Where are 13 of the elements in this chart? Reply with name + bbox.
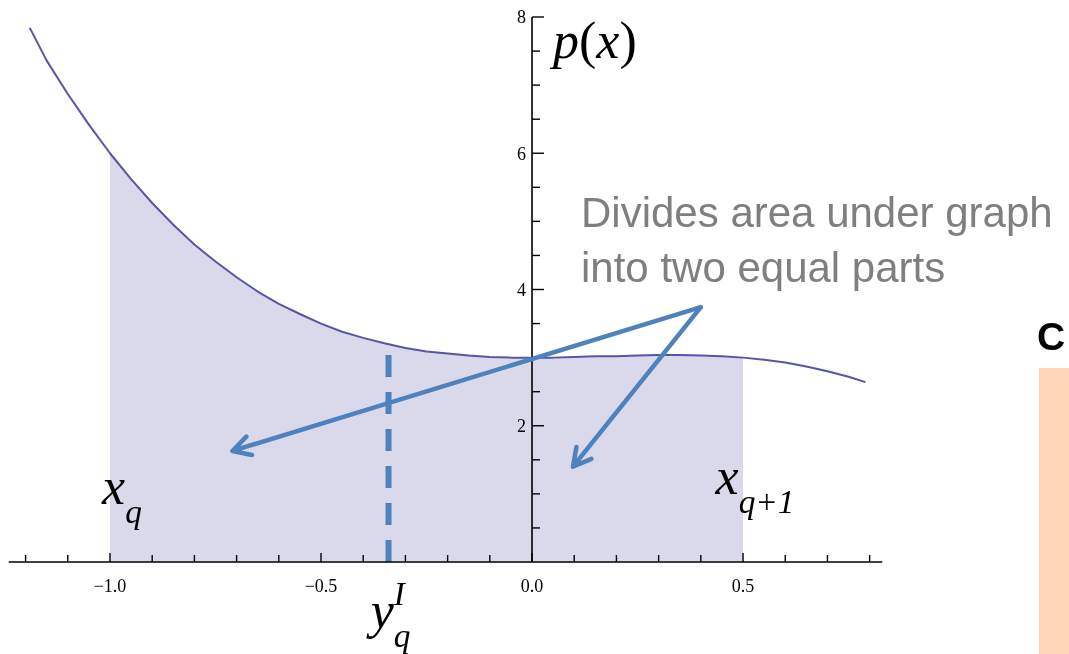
annotation: x$_{q}$	[101, 458, 142, 530]
y-tick-label: 2	[517, 416, 527, 437]
y-tick-label: 8	[517, 7, 527, 28]
x-tick-label: −0.5	[304, 576, 338, 596]
annotation: x$_{q+1}$	[714, 447, 795, 520]
y-tick-label: 4	[517, 279, 527, 300]
text: C	[1037, 315, 1066, 358]
x-tick-label: 0.0	[520, 576, 544, 596]
y-tick-label: 6	[517, 143, 527, 164]
x-tick-label: −1.0	[93, 576, 127, 596]
y-axis-title: p(x)	[549, 12, 637, 70]
annotation: Divides area under graph into two equal parts	[581, 189, 1053, 291]
x-tick-label: 0.5	[731, 576, 755, 596]
